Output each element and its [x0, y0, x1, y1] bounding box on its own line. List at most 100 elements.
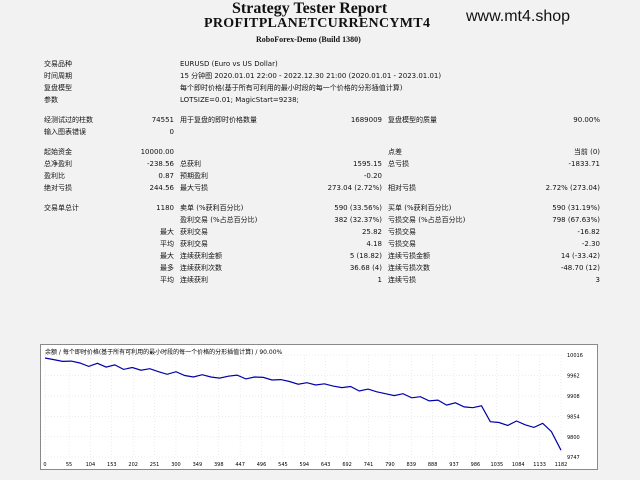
x-tick-label: 398	[214, 462, 224, 468]
maximal-consloss-label: 连续亏损次数	[388, 264, 430, 272]
spread-value: 当前 (0)	[573, 148, 600, 156]
symbol-label: 交易品种	[44, 60, 72, 68]
row-trades: 交易单总计 1180 卖单 (%获利百分比) 590 (33.56%) 买单 (…	[40, 202, 600, 214]
quality-value: 90.00%	[573, 116, 600, 124]
maximal-consprofit-value: 36.68 (4)	[349, 264, 382, 272]
maximal-consprofit-label: 连续获利次数	[180, 264, 222, 272]
period-label: 时间周期	[44, 72, 72, 80]
avg-conswins-label: 连续获利	[180, 276, 208, 284]
params-value: LOTSIZE=0.01; MagicStart=9238;	[180, 96, 299, 104]
maximal-consloss-value: -48.70 (12)	[560, 264, 600, 272]
profitfactor-value: 0.87	[158, 172, 174, 180]
balance-chart: 余额 / 每个即时价格(基于所有可利用的最小时段的每一个价格的分形插值计算) /…	[40, 344, 598, 470]
y-tick-label: 9854	[567, 414, 580, 420]
row-symbol: 交易品种 EURUSD (Euro vs US Dollar)	[40, 58, 600, 70]
average-profit-value: 4.18	[366, 240, 382, 248]
largest-profit-value: 25.82	[361, 228, 382, 236]
trades-label: 交易单总计	[44, 204, 79, 212]
row-params: 参数 LOTSIZE=0.01; MagicStart=9238;	[40, 94, 600, 106]
x-tick-label: 202	[128, 462, 138, 468]
period-value: 15 分钟图 2020.01.01 22:00 - 2022.12.30 21:…	[180, 72, 442, 80]
grossloss-value: -1833.71	[568, 160, 600, 168]
x-tick-label: 0	[43, 462, 46, 468]
row-period: 时间周期 15 分钟图 2020.01.01 22:00 - 2022.12.3…	[40, 70, 600, 82]
x-tick-label: 643	[321, 462, 331, 468]
max-consloss-value: 14 (-33.42)	[560, 252, 600, 260]
short-value: 590 (33.56%)	[334, 204, 382, 212]
x-tick-label: 496	[257, 462, 267, 468]
x-tick-label: 1133	[533, 462, 546, 468]
avg-label: 平均	[160, 276, 174, 284]
reldd-value: 2.72% (273.04)	[545, 184, 600, 192]
absdd-value: 244.56	[149, 184, 175, 192]
params-label: 参数	[44, 96, 58, 104]
x-tick-label: 300	[171, 462, 181, 468]
long-label: 买单 (%获利百分比)	[388, 204, 452, 212]
ticks-label: 用于复盘的即时价格数量	[180, 116, 257, 124]
average-loss-value: -2.30	[581, 240, 600, 248]
row-drawdown: 绝对亏损 244.56 最大亏损 273.04 (2.72%) 相对亏损 2.7…	[40, 182, 600, 194]
max-conswins-label: 连续获利金额	[180, 252, 222, 260]
row-average: 平均 获利交易 4.18 亏损交易 -2.30	[40, 238, 600, 250]
deposit-value: 10000.00	[140, 148, 174, 156]
x-tick-label: 251	[150, 462, 160, 468]
x-tick-label: 790	[385, 462, 395, 468]
x-tick-label: 1182	[555, 462, 568, 468]
symbol-value: EURUSD (Euro vs US Dollar)	[180, 60, 278, 68]
row-deposit: 起始资金 10000.00 点差 当前 (0)	[40, 146, 600, 158]
bars-label: 经测试过的柱数	[44, 116, 93, 124]
row-profittrades: 盈利交易 (%占总百分比) 382 (32.37%) 亏损交易 (%占总百分比)…	[40, 214, 600, 226]
row-profitfactor: 盈利比 0.87 预期盈利 -0.20	[40, 170, 600, 182]
x-tick-label: 349	[193, 462, 203, 468]
netprofit-label: 总净盈利	[44, 160, 72, 168]
server-build: RoboForex-Demo (Build 1380)	[256, 35, 361, 44]
avg-conswins-value: 1	[377, 276, 382, 284]
spread-label: 点差	[388, 148, 402, 156]
x-tick-label: 104	[86, 462, 96, 468]
y-tick-label: 9908	[567, 394, 580, 400]
largest-loss-label: 亏损交易	[388, 228, 416, 236]
y-tick-label: 9800	[567, 435, 580, 441]
deposit-label: 起始资金	[44, 148, 72, 156]
average-profit-label: 获利交易	[180, 240, 208, 248]
largest-loss-value: -16.82	[577, 228, 600, 236]
average-loss-label: 亏损交易	[388, 240, 416, 248]
largest-profit-label: 获利交易	[180, 228, 208, 236]
grossprofit-label: 总获利	[180, 160, 201, 168]
x-tick-label: 447	[235, 462, 245, 468]
row-maximal-consecutive: 最多 连续获利次数 36.68 (4) 连续亏损次数 -48.70 (12)	[40, 262, 600, 274]
quality-label: 复盘模型的质量	[388, 116, 437, 124]
x-tick-label: 594	[300, 462, 310, 468]
average-label: 平均	[160, 240, 174, 248]
max-label: 最大	[160, 252, 174, 260]
long-value: 590 (31.19%)	[552, 204, 600, 212]
row-largest: 最大 获利交易 25.82 亏损交易 -16.82	[40, 226, 600, 238]
report-header: Strategy Tester Report PROFITPLANETCURRE…	[0, 0, 640, 52]
errors-value: 0	[169, 128, 174, 136]
reldd-label: 相对亏损	[388, 184, 416, 192]
largest-label: 最大	[160, 228, 174, 236]
x-tick-label: 55	[66, 462, 72, 468]
brand-watermark: www.mt4.shop	[466, 8, 571, 25]
y-tick-label: 9747	[567, 455, 580, 461]
grossprofit-value: 1595.15	[353, 160, 382, 168]
expert-name: PROFITPLANETCURRENCYMT4	[204, 16, 431, 31]
y-tick-label: 9962	[567, 373, 580, 379]
maximal-label: 最多	[160, 264, 174, 272]
expected-label: 预期盈利	[180, 172, 208, 180]
profittrades-label: 盈利交易 (%占总百分比)	[180, 216, 258, 224]
row-bars: 经测试过的柱数 74551 用于复盘的即时价格数量 1689009 复盘模型的质…	[40, 114, 600, 126]
short-label: 卖单 (%获利百分比)	[180, 204, 244, 212]
bars-value: 74551	[151, 116, 174, 124]
y-tick-label: 10016	[567, 353, 583, 359]
model-label: 复盘模型	[44, 84, 72, 92]
x-tick-label: 153	[107, 462, 117, 468]
model-value: 每个即时价格(基于所有可利用的最小时段的每一个价格的分形插值计算)	[180, 84, 403, 92]
expected-value: -0.20	[363, 172, 382, 180]
row-model: 复盘模型 每个即时价格(基于所有可利用的最小时段的每一个价格的分形插值计算)	[40, 82, 600, 94]
ticks-value: 1689009	[350, 116, 382, 124]
avg-consloss-label: 连续亏损	[388, 276, 416, 284]
x-tick-label: 545	[278, 462, 288, 468]
row-max-consecutive: 最大 连续获利金额 5 (18.82) 连续亏损金额 14 (-33.42)	[40, 250, 600, 262]
balance-series-line	[44, 357, 562, 451]
